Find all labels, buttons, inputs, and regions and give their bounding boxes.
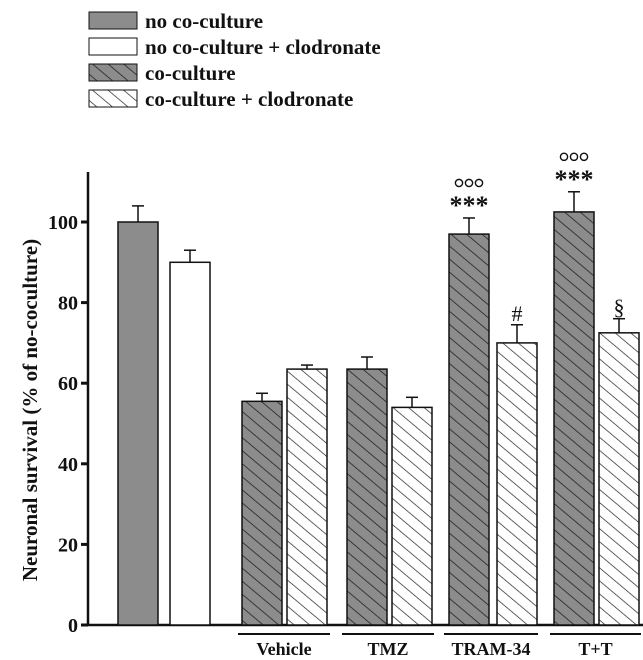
bar [117, 221, 159, 626]
y-tick-label: 0 [68, 615, 78, 637]
legend-label-coculture-clodronate: co-culture + clodronate [145, 87, 353, 111]
legend-swatch-coculture-clodronate [88, 89, 138, 108]
bars: ***ooo#***ooo§ [117, 142, 640, 626]
legend-entry-no-coculture: no co-culture [88, 9, 263, 33]
group-label: TMZ [367, 639, 408, 659]
significance-ring [559, 152, 569, 162]
legend-entry-coculture-clodronate: co-culture + clodronate [88, 87, 353, 111]
group-label: Vehicle [256, 639, 311, 659]
y-axis-title: Neuronal survival (% of no-coculture) [18, 239, 42, 581]
bar [448, 233, 490, 626]
significance-annotation: *** [555, 165, 594, 194]
group-labels: Vehicle TMZ TRAM-34 T+T [238, 633, 641, 659]
legend-swatch-coculture [88, 63, 138, 82]
significance-annotation: *** [450, 191, 489, 220]
significance-annotation-top-text: ooo [453, 168, 486, 193]
legend-entry-coculture: co-culture [88, 61, 236, 85]
significance-annotation: # [512, 301, 523, 326]
significance-ring [454, 178, 464, 188]
bar [169, 261, 211, 626]
legend-label-no-coculture-clodronate: no co-culture + clodronate [145, 35, 381, 59]
bar [553, 211, 595, 626]
legend-entry-no-coculture-clodronate: no co-culture + clodronate [88, 35, 381, 59]
y-tick-label: 60 [58, 373, 78, 395]
y-axis-ticks: 0 20 40 60 80 100 [48, 212, 88, 637]
group-label: TRAM-34 [452, 639, 531, 659]
legend-label-no-coculture: no co-culture [145, 9, 263, 33]
legend-swatch-no-coculture-clodronate [88, 37, 138, 56]
bar [346, 368, 388, 626]
bar [598, 332, 640, 626]
significance-annotation-top: ooo [453, 168, 486, 193]
y-tick-label: 40 [58, 454, 78, 476]
bar [286, 368, 328, 626]
group-label: T+T [578, 639, 612, 659]
legend-swatch-no-coculture [88, 11, 138, 30]
significance-annotation-top: ooo [558, 142, 591, 167]
y-tick-label: 80 [58, 293, 78, 315]
y-tick-label: 100 [48, 212, 78, 234]
significance-annotation: § [614, 295, 625, 320]
bar [241, 400, 283, 626]
significance-ring [569, 152, 579, 162]
legend-label-coculture: co-culture [145, 61, 236, 85]
legend: no co-culture no co-culture + clodronate… [88, 9, 381, 111]
significance-ring [474, 178, 484, 188]
bar [496, 342, 538, 626]
bar [391, 406, 433, 626]
significance-ring [464, 178, 474, 188]
significance-ring [579, 152, 589, 162]
significance-annotation-top-text: ooo [558, 142, 591, 167]
y-tick-label: 20 [58, 534, 78, 556]
